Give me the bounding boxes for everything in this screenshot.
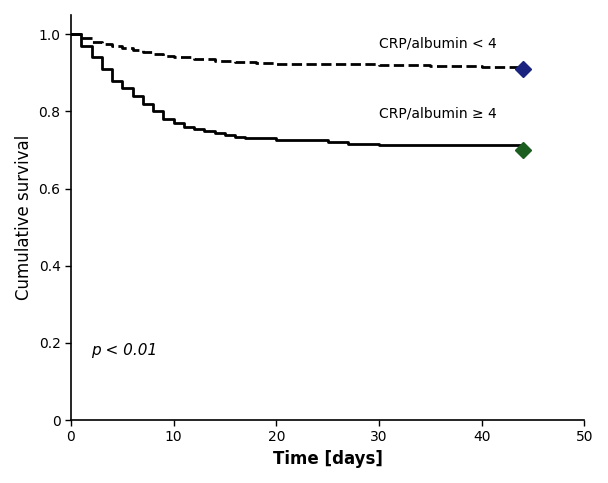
Text: CRP/albumin ≥ 4: CRP/albumin ≥ 4 [379, 106, 497, 120]
X-axis label: Time [days]: Time [days] [272, 450, 382, 468]
Text: p < 0.01: p < 0.01 [91, 343, 157, 358]
Y-axis label: Cumulative survival: Cumulative survival [15, 135, 33, 300]
Text: CRP/albumin < 4: CRP/albumin < 4 [379, 37, 497, 51]
